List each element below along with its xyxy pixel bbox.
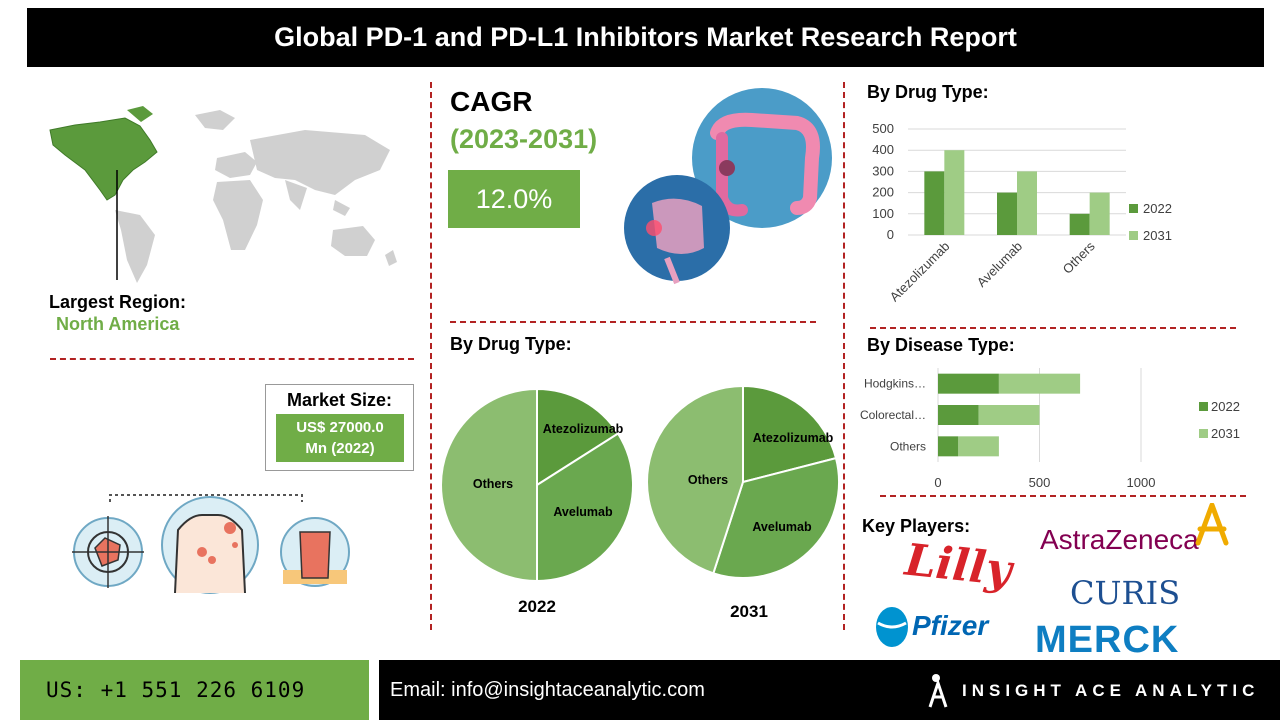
market-size-box: Market Size: US$ 27000.0 Mn (2022) xyxy=(265,384,414,471)
pfizer-pill-icon xyxy=(876,607,908,647)
hbar-legend-swatch-2022 xyxy=(1199,402,1208,411)
hbar-2-2022 xyxy=(938,436,959,457)
bar-ytick-label: 300 xyxy=(872,163,894,178)
pie-2022: Atezolizumab Avelumab Others xyxy=(440,387,634,583)
hbar-xtick-label: 1000 xyxy=(1127,475,1156,490)
page-title: Global PD-1 and PD-L1 Inhibitors Market … xyxy=(27,8,1264,67)
pie-2031-year-label: 2031 xyxy=(730,602,768,621)
bar-legend-swatch-2022 xyxy=(1129,204,1138,213)
bar-xtick-label: Avelumab xyxy=(974,239,1025,290)
pie-slice-label: Others xyxy=(473,477,513,491)
hbar-legend-swatch-2031 xyxy=(1199,429,1208,438)
bar-ytick-label: 400 xyxy=(872,142,894,157)
logo-merck: MERCK xyxy=(1035,619,1180,661)
bar-avelumab-2031 xyxy=(1017,171,1037,235)
cagr-label: CAGR xyxy=(450,86,533,117)
hbar-chart-xaxis: 0 500 1000 xyxy=(934,475,1155,490)
pie-slice-others xyxy=(646,384,744,575)
pie-slice-others xyxy=(440,387,538,583)
bar-chart-xaxis: Atezolizumab Avelumab Others xyxy=(887,238,1098,304)
pie-slice-label: Avelumab xyxy=(553,505,613,519)
market-size-label: Market Size: xyxy=(286,390,393,410)
hbar-legend-label: 2031 xyxy=(1211,426,1240,441)
cagr-period: (2023-2031) xyxy=(450,124,598,154)
logo-curis: CURIS xyxy=(1070,574,1181,612)
hbar-xtick-label: 500 xyxy=(1029,475,1051,490)
divider-bar xyxy=(870,327,1236,329)
bar-xtick-label: Others xyxy=(1060,238,1099,277)
pie-slice-label: Atezolizumab xyxy=(543,422,624,436)
bar-xtick-label: Atezolizumab xyxy=(887,239,953,305)
hbar-ytick-label: Colorectal… xyxy=(860,408,926,422)
pie-slice-avelumab xyxy=(536,432,634,583)
hbar-chart-disease-type: Hodgkins… Colorectal… Others 0 500 1000 2022… xyxy=(860,368,1240,490)
bar-chart-yaxis: 0 100 200 300 400 500 xyxy=(872,121,894,242)
bar-others-2031 xyxy=(1089,192,1110,235)
hbar-0-2022 xyxy=(938,373,999,394)
hbar-chart-yaxis: Hodgkins… Colorectal… Others xyxy=(860,377,926,454)
cagr-value: 12.0% xyxy=(448,170,580,228)
hbar-ytick-label: Others xyxy=(890,439,926,453)
hbar-0-2031 xyxy=(998,373,1081,394)
bar-ytick-label: 500 xyxy=(872,121,894,136)
hbar-chart-bars xyxy=(938,373,1081,457)
largest-region-value: North America xyxy=(56,314,180,334)
hbar-ytick-label: Hodgkins… xyxy=(864,377,926,391)
pie-slice-avelumab xyxy=(712,456,840,579)
footer-brand: INSIGHT ACE ANALYTIC xyxy=(962,681,1260,700)
divider-left xyxy=(430,82,432,630)
north-america-shape xyxy=(49,117,158,201)
bar-avelumab-2022 xyxy=(997,192,1017,235)
hbar-1-2022 xyxy=(938,405,979,425)
bar-atezolizumab-2022 xyxy=(924,171,945,235)
insight-ace-logo-icon xyxy=(928,674,948,708)
key-players-title: Key Players: xyxy=(862,516,971,536)
bar-chart-bars xyxy=(924,150,1110,235)
logo-lilly: Lilly xyxy=(902,534,1015,597)
pie-section-title: By Drug Type: xyxy=(450,334,572,354)
bar-chart-legend: 2022 2031 xyxy=(1129,201,1172,243)
bar-atezolizumab-2031 xyxy=(944,150,965,235)
world-map xyxy=(49,106,397,283)
pie-slice-atezolizumab xyxy=(536,387,620,487)
bar-chart-drug-type: 0 100 200 300 400 500 Atezolizumab Avelumab Oth… xyxy=(872,121,1172,304)
market-size-value: US$ 27000.0 Mn (2022) xyxy=(276,414,404,462)
bar-ytick-label: 0 xyxy=(887,227,894,242)
pie-slice-label: Atezolizumab xyxy=(753,431,834,445)
bar-legend-label: 2031 xyxy=(1143,228,1172,243)
pie-slice-label: Others xyxy=(688,473,728,487)
hbar-chart-legend: 2022 2031 xyxy=(1199,399,1240,441)
medical-illustration xyxy=(72,494,350,594)
divider-right xyxy=(843,82,845,630)
pie-slice-label: Avelumab xyxy=(752,520,812,534)
bar-legend-swatch-2031 xyxy=(1129,231,1138,240)
divider-cagr xyxy=(450,321,816,323)
bar-ytick-label: 200 xyxy=(872,185,894,200)
divider-region xyxy=(50,358,414,360)
footer-phone: US: +1 551 226 6109 xyxy=(20,660,369,720)
hbar-2-2031 xyxy=(958,436,999,457)
footer-bar: Email: info@insightaceanalytic.com INSIG… xyxy=(379,660,1280,720)
largest-region-label: Largest Region: xyxy=(49,292,187,312)
intestine-illustration xyxy=(624,88,832,285)
logo-astrazeneca: AstraZeneca xyxy=(1040,524,1199,555)
divider-hbar xyxy=(880,495,1246,497)
bar-others-2022 xyxy=(1069,213,1090,235)
market-size-line2: Mn (2022) xyxy=(305,440,375,457)
pie-2022-year-label: 2022 xyxy=(518,597,556,616)
pie-slice-atezolizumab xyxy=(742,384,838,484)
hbar-xtick-label: 0 xyxy=(934,475,941,490)
footer-email[interactable]: Email: info@insightaceanalytic.com xyxy=(390,679,705,701)
astrazeneca-symbol-icon xyxy=(1195,503,1229,546)
bar-legend-label: 2022 xyxy=(1143,201,1172,216)
hbar-legend-label: 2022 xyxy=(1211,399,1240,414)
market-size-line1: US$ 27000.0 xyxy=(296,419,384,436)
logo-pfizer: Pfizer xyxy=(912,610,989,641)
bar-section-title: By Drug Type: xyxy=(867,82,989,102)
hbar-1-2031 xyxy=(978,405,1040,425)
bar-ytick-label: 100 xyxy=(872,206,894,221)
hbar-section-title: By Disease Type: xyxy=(867,335,1015,355)
pie-2031: Atezolizumab Avelumab Others xyxy=(646,384,840,579)
